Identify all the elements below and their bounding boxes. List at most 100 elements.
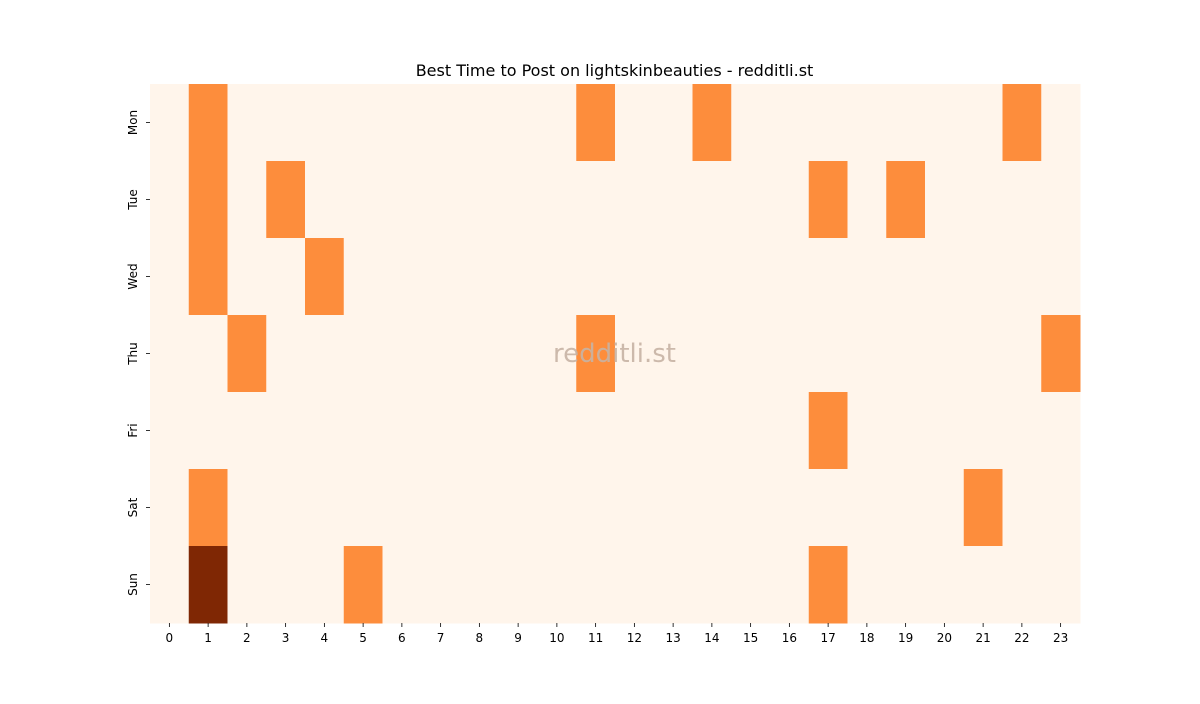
heatmap-cell-sat-13 — [653, 469, 693, 547]
x-tick-label: 18 — [859, 631, 874, 645]
heatmap-cell-wed-5 — [343, 238, 383, 316]
heatmap-cell-wed-4 — [305, 238, 345, 316]
heatmap-cell-sat-10 — [537, 469, 577, 547]
heatmap-cell-wed-12 — [615, 238, 655, 316]
heatmap-cell-sat-1 — [188, 469, 228, 547]
heatmap-cell-mon-8 — [460, 84, 500, 162]
x-tick-label: 9 — [514, 631, 522, 645]
heatmap-cell-sat-3 — [266, 469, 306, 547]
heatmap-cell-tue-10 — [537, 161, 577, 239]
heatmap-cell-mon-0 — [150, 84, 190, 162]
heatmap-cell-sun-0 — [150, 546, 190, 624]
heatmap-cell-sat-15 — [731, 469, 771, 547]
heatmap-cell-sun-7 — [421, 546, 461, 624]
x-tick-label: 10 — [549, 631, 564, 645]
heatmap-cell-wed-1 — [188, 238, 228, 316]
heatmap-cell-wed-2 — [227, 238, 267, 316]
heatmap-cell-mon-5 — [343, 84, 383, 162]
heatmap-cell-mon-1 — [188, 84, 228, 162]
x-tick-label: 16 — [782, 631, 797, 645]
heatmap-cell-thu-14 — [692, 315, 732, 393]
heatmap-cell-thu-10 — [537, 315, 577, 393]
heatmap-cell-sat-17 — [808, 469, 848, 547]
heatmap-cell-sun-19 — [886, 546, 926, 624]
heatmap-cell-wed-14 — [692, 238, 732, 316]
x-tick-label: 6 — [398, 631, 406, 645]
x-tick-label: 7 — [437, 631, 445, 645]
heatmap-cell-mon-10 — [537, 84, 577, 162]
heatmap-cell-mon-21 — [963, 84, 1003, 162]
heatmap-cell-wed-16 — [770, 238, 810, 316]
heatmap-cell-mon-7 — [421, 84, 461, 162]
heatmap-cell-sun-14 — [692, 546, 732, 624]
x-tick-label: 0 — [166, 631, 174, 645]
heatmap-cell-tue-22 — [1002, 161, 1042, 239]
heatmap-cell-thu-2 — [227, 315, 267, 393]
heatmap-cell-fri-0 — [150, 392, 190, 470]
heatmap-cell-fri-8 — [460, 392, 500, 470]
heatmap-cell-thu-12 — [615, 315, 655, 393]
heatmap-cell-tue-6 — [382, 161, 422, 239]
heatmap-cell-sun-17 — [808, 546, 848, 624]
heatmap-cell-fri-6 — [382, 392, 422, 470]
heatmap-cell-sun-8 — [460, 546, 500, 624]
heatmap-cell-tue-1 — [188, 161, 228, 239]
heatmap-cell-thu-4 — [305, 315, 345, 393]
x-axis: 0 1 2 3 4 5 6 7 8 9 10 11 12 13 14 15 16 17 18 19 20 21 22 23 — [166, 623, 1068, 645]
x-tick-label: 8 — [476, 631, 484, 645]
heatmap-cell-sat-2 — [227, 469, 267, 547]
heatmap-cell-sat-6 — [382, 469, 422, 547]
y-tick-label: Thu — [126, 342, 140, 366]
heatmap-cell-wed-7 — [421, 238, 461, 316]
heatmap-cell-wed-19 — [886, 238, 926, 316]
heatmap-cell-fri-21 — [963, 392, 1003, 470]
heatmap-cell-fri-11 — [576, 392, 616, 470]
heatmap-cell-mon-15 — [731, 84, 771, 162]
y-tick-label: Wed — [126, 263, 140, 289]
heatmap-cell-sun-10 — [537, 546, 577, 624]
x-tick-label: 23 — [1053, 631, 1068, 645]
heatmap-cell-thu-20 — [925, 315, 965, 393]
heatmap-cell-thu-3 — [266, 315, 306, 393]
heatmap-cell-mon-13 — [653, 84, 693, 162]
heatmap-cell-fri-17 — [808, 392, 848, 470]
x-tick-label: 19 — [898, 631, 913, 645]
y-tick-label: Tue — [126, 189, 140, 211]
heatmap-cell-sun-15 — [731, 546, 771, 624]
heatmap-cell-sat-12 — [615, 469, 655, 547]
heatmap-cell-mon-4 — [305, 84, 345, 162]
heatmap-cell-sat-19 — [886, 469, 926, 547]
heatmap-cell-wed-9 — [498, 238, 538, 316]
heatmap-cell-sat-5 — [343, 469, 383, 547]
heatmap-cell-mon-3 — [266, 84, 306, 162]
heatmap-cell-mon-12 — [615, 84, 655, 162]
heatmap-cell-mon-22 — [1002, 84, 1042, 162]
heatmap-cell-thu-23 — [1041, 315, 1081, 393]
heatmap-cell-tue-3 — [266, 161, 306, 239]
heatmap-cell-tue-12 — [615, 161, 655, 239]
x-tick-label: 21 — [975, 631, 990, 645]
heatmap-cell-mon-20 — [925, 84, 965, 162]
heatmap-cell-sat-21 — [963, 469, 1003, 547]
heatmap-cell-fri-18 — [847, 392, 887, 470]
heatmap-cell-mon-18 — [847, 84, 887, 162]
heatmap-cell-sat-22 — [1002, 469, 1042, 547]
heatmap-cell-wed-23 — [1041, 238, 1081, 316]
heatmap-cell-fri-10 — [537, 392, 577, 470]
heatmap-cell-wed-11 — [576, 238, 616, 316]
heatmap-cell-wed-8 — [460, 238, 500, 316]
chart-title: Best Time to Post on lightskinbeauties -… — [416, 61, 814, 80]
heatmap-cell-fri-16 — [770, 392, 810, 470]
heatmap-cell-thu-5 — [343, 315, 383, 393]
heatmap-cell-fri-22 — [1002, 392, 1042, 470]
x-tick-label: 12 — [627, 631, 642, 645]
heatmap-cell-fri-13 — [653, 392, 693, 470]
x-tick-label: 2 — [243, 631, 251, 645]
heatmap-cell-wed-17 — [808, 238, 848, 316]
heatmap-cell-tue-8 — [460, 161, 500, 239]
heatmap-cell-fri-4 — [305, 392, 345, 470]
heatmap-cell-tue-21 — [963, 161, 1003, 239]
heatmap-cell-mon-14 — [692, 84, 732, 162]
heatmap-cell-mon-2 — [227, 84, 267, 162]
heatmap-cell-fri-2 — [227, 392, 267, 470]
